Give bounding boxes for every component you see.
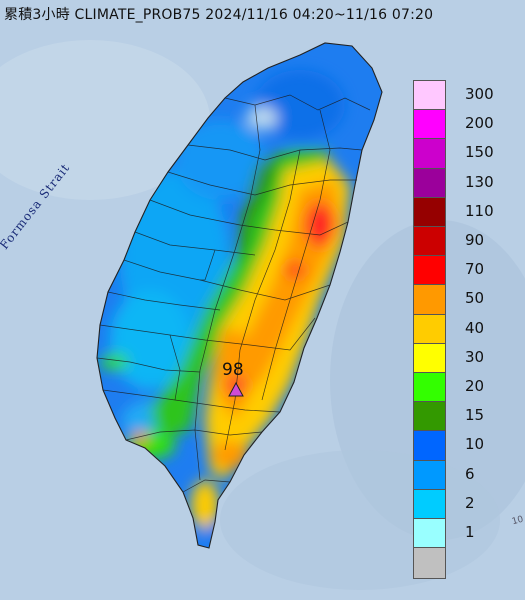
rain-50-area: [215, 330, 255, 420]
rain-50-area: [132, 432, 148, 444]
rain-2-area: [110, 290, 190, 390]
sea-shade: [0, 40, 210, 200]
legend-label: 15: [465, 406, 485, 425]
legend-swatch: [413, 459, 446, 490]
rain-6-area: [175, 120, 265, 200]
legend-swatch: [413, 284, 446, 315]
legend-swatch: [413, 342, 446, 373]
legend-label: 200: [465, 114, 494, 133]
legend-swatch: [413, 109, 446, 140]
rain-none-area: [246, 106, 278, 130]
legend-swatch: [413, 196, 446, 227]
legend-label: 110: [465, 201, 494, 220]
legend-label: 20: [465, 377, 485, 395]
legend-label: 6: [465, 464, 475, 483]
rainfall-field: [97, 43, 382, 548]
rain-70-area: [306, 203, 334, 247]
rain-50-area: [212, 441, 248, 469]
legend-label: 300: [465, 85, 494, 103]
map-title: 累積3小時 CLIMATE_PROB75 2024/11/16 04:20~11…: [4, 7, 434, 23]
legend-swatch: [413, 255, 446, 286]
legend-swatch: [413, 488, 446, 519]
legend-label: 130: [465, 172, 494, 191]
rain-40-area: [191, 480, 219, 530]
rain-20-area: [101, 354, 129, 370]
legend-label: 90: [465, 231, 485, 249]
legend-label: 40: [465, 318, 485, 337]
legend-swatch: [413, 313, 446, 344]
legend-swatch: [413, 226, 446, 257]
legend-label: 30: [465, 347, 485, 366]
legend-swatch: [413, 372, 446, 403]
legend-swatch: [413, 430, 446, 461]
legend-swatch: [413, 167, 446, 198]
legend-swatch: [413, 401, 446, 432]
sea-shade: [220, 450, 500, 590]
legend-swatch: [413, 547, 446, 580]
rain-15-area: [235, 150, 280, 260]
legend-label: 1: [465, 523, 475, 541]
rain-70-area: [285, 262, 305, 278]
rain-10-area: [255, 70, 345, 140]
legend-swatch: [413, 518, 446, 549]
legend-label: 70: [465, 260, 485, 279]
peak-value: 98: [222, 360, 244, 380]
legend-swatch: [413, 138, 446, 169]
legend-label: 2: [465, 493, 475, 512]
legend-label: 10: [465, 435, 485, 454]
legend-swatch: [413, 80, 446, 111]
legend-label: 50: [465, 289, 485, 308]
triangle-marker: [228, 381, 244, 397]
district-boundaries: [96, 94, 371, 493]
legend-label: 150: [465, 143, 494, 162]
